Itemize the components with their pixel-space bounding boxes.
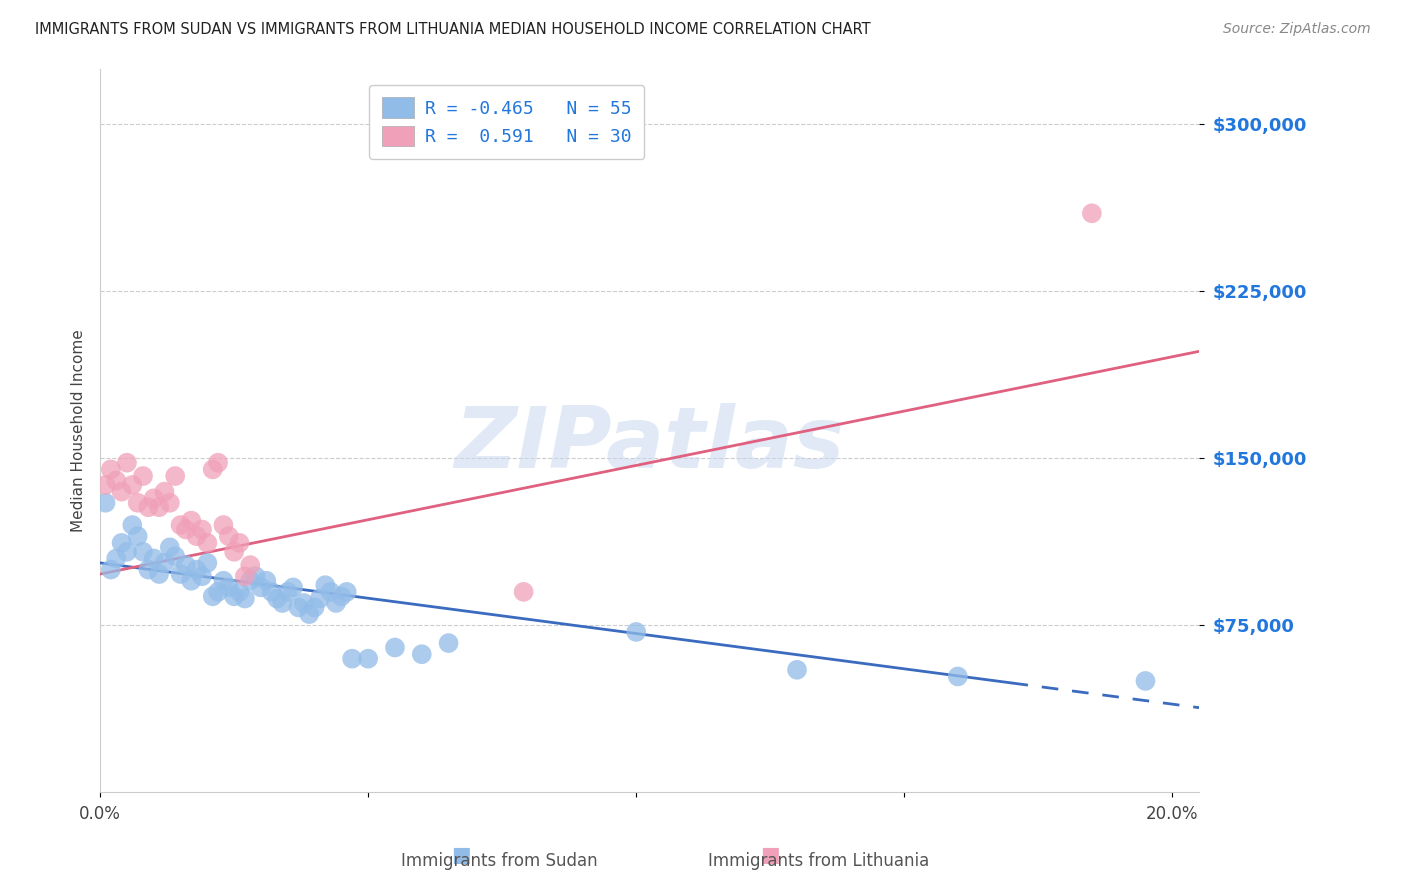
Point [1081, 206, 1104, 220]
Text: Source: ZipAtlas.com: Source: ZipAtlas.com [1223, 22, 1371, 37]
Point [159, 496, 181, 510]
Point [228, 585, 250, 599]
Point [224, 545, 246, 559]
Text: ■: ■ [451, 846, 471, 865]
Point [250, 581, 273, 595]
Point [121, 518, 143, 533]
Point [207, 585, 229, 599]
Point [165, 549, 187, 564]
Point [319, 585, 342, 599]
Point [148, 567, 170, 582]
Text: ZIPatlas: ZIPatlas [454, 403, 845, 486]
Point [411, 647, 433, 661]
Point [254, 574, 277, 588]
Point [260, 585, 283, 599]
Point [142, 551, 165, 566]
Point [233, 569, 256, 583]
Point [201, 462, 224, 476]
Point [357, 651, 380, 665]
Point [105, 551, 128, 566]
Point [169, 567, 191, 582]
Point [165, 469, 187, 483]
Point [110, 484, 132, 499]
Point [195, 556, 218, 570]
Point [207, 456, 229, 470]
Point [281, 581, 304, 595]
Point [624, 624, 647, 639]
Point [212, 574, 235, 588]
Point [271, 596, 294, 610]
Point [100, 563, 122, 577]
Point [127, 496, 149, 510]
Point [314, 578, 336, 592]
Point [325, 596, 347, 610]
Point [786, 663, 808, 677]
Point [191, 569, 214, 583]
Point [132, 469, 155, 483]
Point [384, 640, 406, 655]
Text: IMMIGRANTS FROM SUDAN VS IMMIGRANTS FROM LITHUANIA MEDIAN HOUSEHOLD INCOME CORRE: IMMIGRANTS FROM SUDAN VS IMMIGRANTS FROM… [35, 22, 870, 37]
Point [127, 529, 149, 543]
Point [304, 600, 326, 615]
Point [437, 636, 460, 650]
Point [195, 536, 218, 550]
Point [186, 529, 208, 543]
Point [174, 558, 197, 573]
Legend: R = -0.465   N = 55, R =  0.591   N = 30: R = -0.465 N = 55, R = 0.591 N = 30 [370, 85, 644, 159]
Text: Immigrants from Sudan: Immigrants from Sudan [401, 852, 598, 870]
Point [142, 491, 165, 506]
Point [946, 669, 969, 683]
Point [105, 474, 128, 488]
Point [174, 523, 197, 537]
Point [224, 590, 246, 604]
Point [169, 518, 191, 533]
Point [212, 518, 235, 533]
Point [191, 523, 214, 537]
Point [94, 478, 117, 492]
Point [239, 574, 262, 588]
Point [159, 541, 181, 555]
Point [266, 591, 288, 606]
Point [110, 536, 132, 550]
Point [138, 563, 160, 577]
Point [218, 581, 240, 595]
Point [245, 569, 267, 583]
Point [180, 514, 202, 528]
Y-axis label: Median Household Income: Median Household Income [72, 329, 86, 532]
Point [336, 585, 359, 599]
Point [218, 529, 240, 543]
Point [239, 558, 262, 573]
Point [138, 500, 160, 515]
Point [330, 590, 353, 604]
Point [148, 500, 170, 515]
Point [180, 574, 202, 588]
Text: ■: ■ [761, 846, 780, 865]
Point [201, 590, 224, 604]
Point [121, 478, 143, 492]
Point [132, 545, 155, 559]
Point [115, 545, 138, 559]
Point [292, 596, 315, 610]
Point [287, 600, 309, 615]
Point [94, 496, 117, 510]
Point [512, 585, 534, 599]
Point [233, 591, 256, 606]
Text: Immigrants from Lithuania: Immigrants from Lithuania [707, 852, 929, 870]
Point [228, 536, 250, 550]
Point [115, 456, 138, 470]
Point [153, 556, 176, 570]
Point [100, 462, 122, 476]
Point [277, 585, 299, 599]
Point [298, 607, 321, 621]
Point [340, 651, 363, 665]
Point [309, 591, 332, 606]
Point [153, 484, 176, 499]
Point [186, 563, 208, 577]
Point [1135, 673, 1157, 688]
